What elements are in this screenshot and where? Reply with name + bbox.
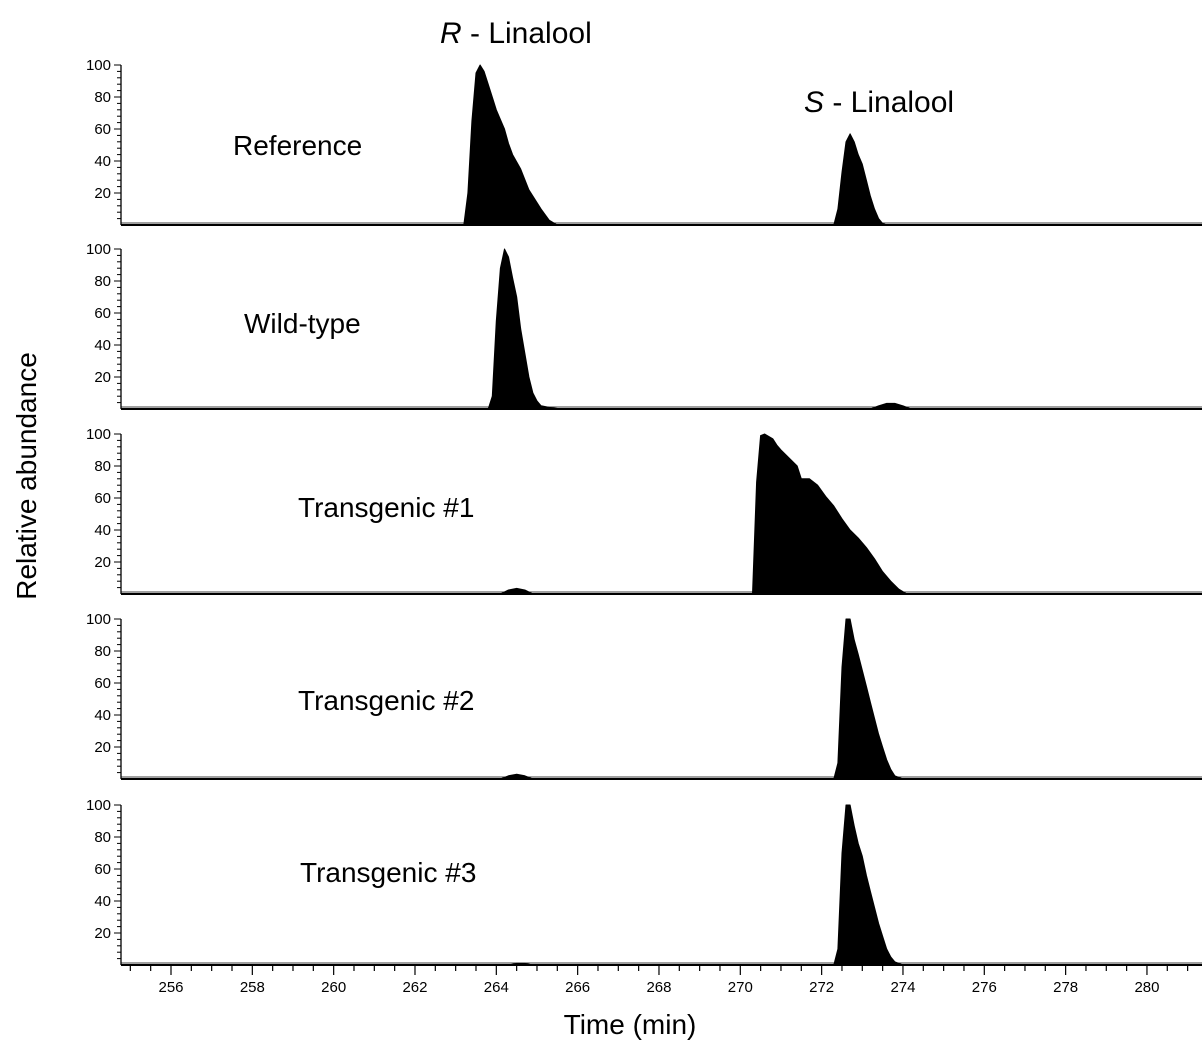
y-tick-label: 40: [94, 893, 111, 910]
y-tick-label: 100: [86, 426, 111, 443]
peak-r-linalool: [487, 248, 562, 410]
peak-s-linalool: [833, 804, 904, 966]
y-tick-label: 80: [94, 643, 111, 660]
x-tick-label: 264: [484, 979, 509, 996]
y-tick-label: 80: [94, 829, 111, 846]
x-tick-label: 258: [240, 979, 265, 996]
x-tick-label: 280: [1134, 979, 1159, 996]
peak-s-linalool: [869, 402, 912, 410]
x-tick-label: 278: [1053, 979, 1078, 996]
y-axis-title: Relative abundance: [11, 352, 42, 600]
peak-s-linalool: [833, 133, 888, 226]
y-tick-label: 80: [94, 273, 111, 290]
peak-r-linalool: [499, 587, 534, 595]
x-tick-label: 266: [565, 979, 590, 996]
panel-4: 100 80 60 40 20 Transgenic #2: [86, 611, 1202, 780]
s-linalool-label: S - Linalool: [804, 86, 954, 119]
y-tick-label: 100: [86, 611, 111, 628]
panel-label: Transgenic #2: [298, 685, 474, 716]
y-tick-label: 40: [94, 153, 111, 170]
panel-3: 100 80 60 40 20 Transgenic #1: [86, 426, 1202, 595]
r-linalool-label: R - Linalool: [440, 17, 592, 50]
y-tick-label: 60: [94, 861, 111, 878]
peak-r-linalool: [499, 773, 534, 780]
y-tick-label: 40: [94, 337, 111, 354]
time-axis: 256 258 260 262 264 266 268 270 272 274 276 278 280: [129, 965, 1189, 996]
x-tick-label: 270: [728, 979, 753, 996]
y-tick-label: 20: [94, 739, 111, 756]
y-tick-label: 20: [94, 185, 111, 202]
panel-label: Transgenic #1: [298, 492, 474, 523]
y-tick-label: 60: [94, 121, 111, 138]
x-tick-label: 272: [809, 979, 834, 996]
peak-s-linalool: [833, 618, 904, 780]
x-tick-label: 260: [321, 979, 346, 996]
y-tick-label: 100: [86, 797, 111, 814]
y-tick-label: 20: [94, 925, 111, 942]
y-tick-label: 100: [86, 57, 111, 74]
y-tick-label: 20: [94, 554, 111, 571]
y-tick-label: 40: [94, 707, 111, 724]
x-tick-label: 256: [158, 979, 183, 996]
x-tick-label: 276: [972, 979, 997, 996]
x-axis-title: Time (min): [564, 1009, 697, 1040]
y-tick-label: 40: [94, 522, 111, 539]
panel-label: Transgenic #3: [300, 857, 476, 888]
y-tick-label: 100: [86, 241, 111, 258]
x-tick-label: 268: [646, 979, 671, 996]
peak-r-linalool: [463, 64, 558, 226]
panel-5: 100 80 60 40 20 Transgenic #3: [86, 797, 1202, 966]
y-tick-label: 80: [94, 89, 111, 106]
y-tick-label: 80: [94, 458, 111, 475]
y-tick-label: 60: [94, 675, 111, 692]
y-tick-label: 60: [94, 305, 111, 322]
peak-s-linalool: [752, 433, 908, 595]
chromatogram-panels: 100 80 60 40 20 Reference 100 80 60 40 20 Wild-type…: [86, 57, 1202, 966]
x-tick-label: 262: [402, 979, 427, 996]
x-tick-label: 274: [890, 979, 915, 996]
panel-2: 100 80 60 40 20 Wild-type: [86, 241, 1202, 410]
y-tick-label: 20: [94, 369, 111, 386]
panel-label: Reference: [233, 130, 362, 161]
panel-label: Wild-type: [244, 308, 361, 339]
y-tick-label: 60: [94, 490, 111, 507]
peak-r-linalool: [508, 962, 534, 966]
panel-1: 100 80 60 40 20 Reference: [86, 57, 1202, 226]
